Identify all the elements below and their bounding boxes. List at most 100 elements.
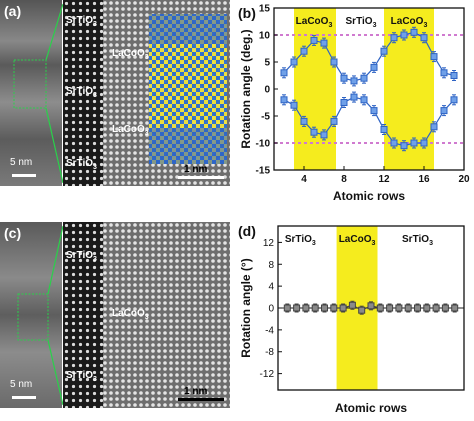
y-tick-label: -8 [265, 347, 274, 358]
panel-c-layer-top: SrTiO3 [66, 250, 97, 263]
scale-bar-main-c [12, 396, 36, 399]
y-tick-label: 8 [268, 260, 274, 271]
data-point [280, 96, 288, 104]
stem-zoom-left-c [63, 222, 103, 408]
stem-overview-image [0, 0, 62, 186]
band-label: LaCoO3 [339, 234, 376, 247]
data-point [360, 74, 368, 82]
scale-bar-zoom-c [178, 398, 224, 401]
x-tick-label: 16 [418, 174, 430, 185]
data-point [395, 304, 403, 312]
y-tick-label: -5 [261, 112, 270, 123]
x-tick-label: 20 [458, 174, 470, 185]
panel-a-laco-bottom: LaCoO3 [112, 124, 149, 137]
chart-b: -15 -10 -5 0 5 10 15 4 8 12 16 20 LaCoO3 SrTiO3 LaCoO3… [238, 4, 470, 204]
data-point [340, 74, 348, 82]
y-tick-label: -4 [265, 325, 274, 336]
data-point [330, 304, 338, 312]
panel-c-label: (c) [4, 225, 22, 241]
data-point [400, 31, 408, 39]
panel-a-layer-bottom: SrTiO3 [66, 158, 97, 171]
band-label: SrTiO3 [346, 16, 377, 29]
data-point [441, 304, 449, 312]
x-tick-label: 4 [301, 174, 307, 185]
band-label: SrTiO3 [402, 234, 433, 247]
data-point [432, 304, 440, 312]
x-tick-label: 12 [378, 174, 390, 185]
chart-d: -12 -8 -4 0 4 8 12 SrTiO3 LaCoO3 SrTiO3 Atomic row… [238, 223, 465, 415]
y-axis-label: Rotation angle (°) [239, 258, 253, 357]
y-axis-label: Rotation angle (deg.) [239, 29, 253, 148]
panel-a-layer-top: SrTiO3 [66, 15, 97, 28]
y-tick-label: 15 [259, 4, 271, 15]
data-point [340, 99, 348, 106]
data-point [423, 304, 431, 312]
data-point [300, 47, 308, 55]
data-point [376, 304, 384, 312]
roi-box [13, 59, 47, 109]
data-point [283, 304, 291, 312]
data-point [380, 47, 388, 55]
band-label: LaCoO3 [391, 16, 428, 29]
data-point [367, 302, 375, 310]
data-point [350, 93, 358, 101]
panel-c-laco: LaCoO3 [112, 308, 149, 321]
data-point [320, 39, 328, 47]
panel-a-label: (a) [4, 3, 22, 19]
data-point [420, 139, 428, 147]
data-point [430, 123, 438, 131]
data-point [339, 304, 347, 312]
panel-label: (b) [238, 5, 256, 21]
data-point [414, 304, 421, 312]
data-point [310, 36, 318, 44]
data-point [293, 304, 301, 312]
highlight-band [294, 8, 336, 170]
panel-a-scale-zoom: 1 nm [184, 164, 208, 175]
scale-bar-main [12, 174, 36, 177]
data-point [370, 107, 378, 115]
data-point [450, 72, 458, 79]
data-point [360, 96, 368, 104]
panel-c-images [0, 222, 230, 408]
data-point [380, 126, 388, 133]
data-point [404, 304, 412, 312]
panel-c-layer-bottom: SrTiO3 [66, 370, 97, 383]
data-point [430, 53, 438, 61]
y-tick-label: 10 [259, 31, 271, 42]
data-point [290, 58, 298, 66]
data-point [386, 304, 394, 312]
data-point [358, 306, 366, 314]
panel-a-layer-mid: SrTiO3 [66, 86, 97, 99]
band-label: LaCoO3 [296, 16, 333, 29]
data-point [310, 128, 318, 136]
band-label: SrTiO3 [285, 234, 316, 247]
data-point [348, 301, 356, 309]
x-axis-label: Atomic rows [335, 401, 407, 415]
data-point [400, 142, 408, 150]
panel-a: (a) 5 nm 1 nm SrTiO3 SrTiO3 SrTiO3 LaCoO… [0, 0, 230, 190]
data-point [420, 34, 428, 42]
data-point [370, 63, 378, 71]
panel-c-scale-main: 5 nm [10, 379, 33, 390]
y-tick-label: -12 [260, 369, 275, 380]
y-tick-label: -15 [256, 166, 271, 177]
x-axis-label: Atomic rows [333, 189, 405, 203]
y-tick-label: 0 [264, 85, 270, 96]
roi-box-c [17, 293, 49, 341]
data-point [410, 139, 418, 147]
stem-zoom-left [63, 0, 103, 186]
data-point [390, 139, 398, 147]
data-point [321, 304, 328, 312]
data-point [350, 77, 358, 85]
data-point [440, 107, 448, 115]
data-point [390, 34, 398, 42]
panel-label: (d) [238, 223, 256, 239]
panel-c-scale-zoom: 1 nm [184, 386, 208, 397]
data-point [330, 117, 338, 125]
data-point [300, 117, 308, 125]
x-tick-label: 8 [341, 174, 347, 185]
data-point [320, 131, 328, 139]
panel-a-images [0, 0, 230, 186]
data-point [290, 101, 298, 109]
stem-overview-image-c [0, 222, 62, 408]
